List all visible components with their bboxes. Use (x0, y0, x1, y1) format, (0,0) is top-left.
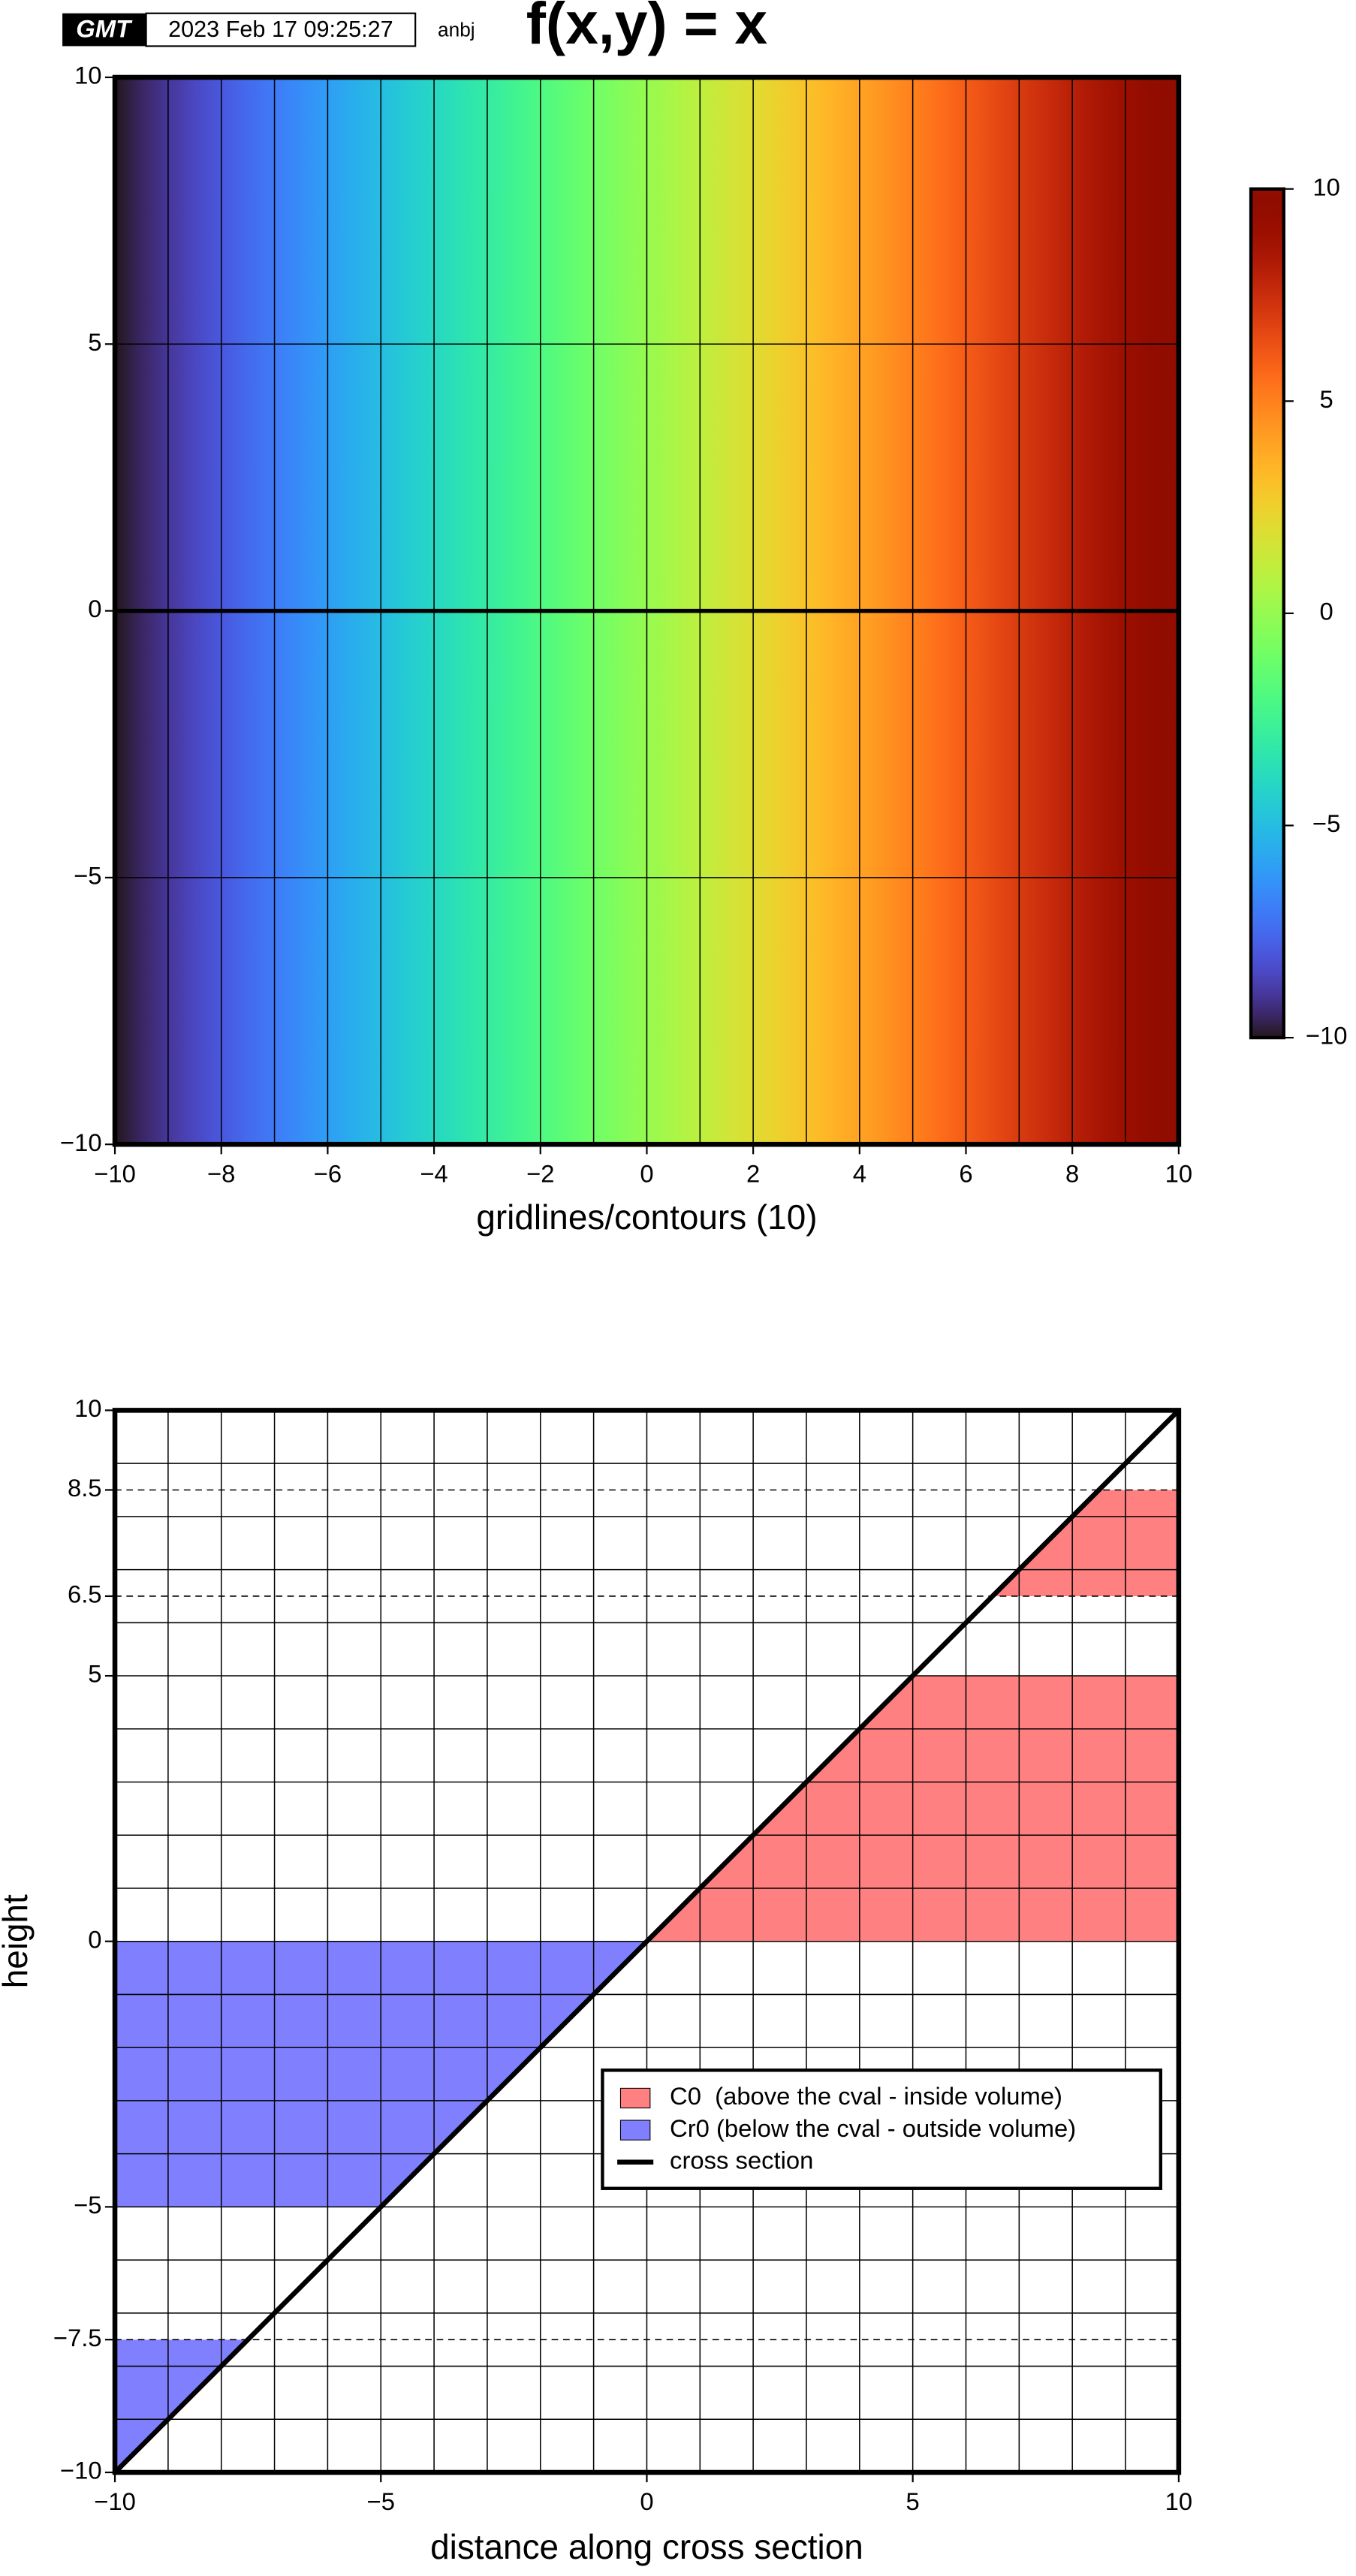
y-tick-label: 6.5 (68, 1580, 102, 1608)
timestamp-box (145, 12, 417, 47)
legend-swatch (619, 2087, 651, 2109)
x-tick-label: 10 (1165, 1159, 1192, 1187)
x-tick-label: −6 (314, 1159, 342, 1187)
colorbar-tick-label: −10 (1306, 1022, 1348, 1050)
y-tick-label: −5 (74, 2191, 101, 2219)
x-tick-label: 10 (1165, 2487, 1192, 2515)
x-tick-label: 0 (640, 1159, 653, 1187)
y-tick-label: 5 (88, 328, 101, 356)
colorbar (1249, 187, 1285, 1040)
colorbar-tick-label: −5 (1312, 809, 1340, 837)
x-tick-label: −2 (526, 1159, 554, 1187)
x-tick-label: −5 (367, 2487, 395, 2515)
colorbar-tick-label: 0 (1320, 598, 1333, 625)
x-axis-label: gridlines/contours (10) (476, 1198, 817, 1237)
colorbar-tick-label: 5 (1320, 385, 1333, 413)
y-tick-label: 8.5 (68, 1474, 102, 1502)
legend-label: C0 (above the cval - inside volume) (670, 2082, 1062, 2110)
legend-swatch (619, 2120, 651, 2141)
x-tick-label: 6 (959, 1159, 972, 1187)
y-tick-label: 0 (88, 1925, 101, 1953)
logo: GMT (76, 14, 133, 42)
y-tick-label: −10 (60, 1128, 102, 1156)
y-axis-label: height (0, 1894, 35, 1988)
x-tick-label: 4 (853, 1159, 866, 1187)
x-tick-label: 2 (746, 1159, 760, 1187)
x-axis-label: distance along cross section (430, 2527, 863, 2566)
y-tick-label: 10 (74, 1394, 101, 1422)
x-tick-label: −10 (94, 2487, 136, 2515)
x-tick-label: 8 (1065, 1159, 1079, 1187)
y-tick-label: 10 (74, 62, 101, 89)
y-tick-label: −10 (60, 2457, 102, 2484)
chart-title: f(x,y) = x (526, 0, 768, 56)
legend-label: Cr0 (below the cval - outside volume) (670, 2114, 1076, 2142)
logo-box (62, 13, 146, 47)
x-tick-label: −10 (94, 1159, 136, 1187)
cross-section-line (113, 1409, 1181, 2475)
y-tick-label: −5 (74, 862, 101, 890)
y-tick-label: −7.5 (53, 2324, 102, 2352)
x-tick-label: 0 (640, 2487, 653, 2515)
timestamp: 2023 Feb 17 09:25:27 (168, 17, 393, 42)
x-tick-label: −8 (207, 1159, 235, 1187)
y-tick-label: 5 (88, 1660, 101, 1688)
x-tick-label: 5 (906, 2487, 920, 2515)
colorbar-tick-label: 10 (1312, 173, 1339, 200)
x-tick-label: −4 (420, 1159, 447, 1187)
legend-label: cross section (670, 2146, 813, 2174)
user: anbj (438, 19, 475, 41)
y-tick-label: 0 (88, 595, 101, 622)
legend-box (601, 2068, 1162, 2190)
